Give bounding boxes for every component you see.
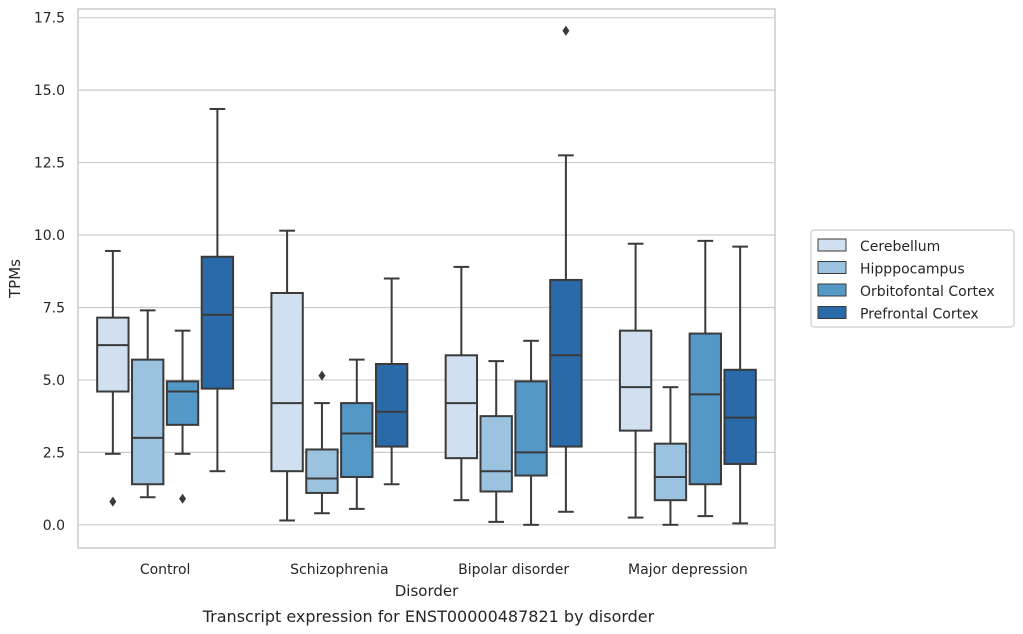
x-tick-label: Schizophrenia bbox=[290, 562, 388, 578]
box-hipppocampus bbox=[131, 309, 165, 499]
legend-swatch bbox=[817, 261, 847, 274]
box-orbitofontal-cortex bbox=[165, 329, 200, 504]
box-body bbox=[653, 442, 688, 502]
x-tick-label: Control bbox=[140, 562, 191, 578]
x-tick-label: Bipolar disorder bbox=[458, 562, 569, 578]
legend-frame bbox=[810, 229, 1015, 328]
y-tick-label: 10.0 bbox=[34, 228, 65, 244]
box-body bbox=[200, 255, 235, 390]
box-cerebellum bbox=[96, 249, 130, 507]
outlier-point bbox=[562, 25, 570, 36]
outlier-point bbox=[109, 496, 117, 507]
outlier-point bbox=[179, 493, 187, 504]
box-body bbox=[514, 380, 548, 477]
box-orbitofontal-cortex bbox=[340, 358, 374, 510]
box-cerebellum bbox=[444, 265, 479, 502]
legend-label: Hipppocampus bbox=[860, 262, 965, 278]
y-tick-label: 12.5 bbox=[34, 156, 65, 172]
y-tick-label: 17.5 bbox=[34, 11, 65, 27]
box-hipppocampus bbox=[479, 360, 513, 523]
legend-label: Cerebellum bbox=[860, 239, 940, 255]
legend-swatch bbox=[817, 238, 847, 252]
box-body bbox=[270, 291, 304, 473]
grid-lines bbox=[78, 17, 775, 526]
y-tick-label: 7.5 bbox=[43, 300, 65, 316]
box-body bbox=[305, 448, 339, 494]
box-cerebellum bbox=[618, 242, 653, 519]
x-tick-label: Major depression bbox=[628, 562, 748, 578]
legend: Cerebellum Hipppocampus Orbitofontal Corte… bbox=[810, 229, 1015, 328]
y-tick-label: 5.0 bbox=[43, 373, 65, 389]
box-prefrontal-cortex bbox=[549, 25, 583, 513]
box-body bbox=[96, 316, 130, 393]
box-body bbox=[165, 380, 200, 426]
box-orbitofontal-cortex bbox=[688, 239, 722, 518]
box-body bbox=[479, 415, 513, 493]
legend-label: Prefrontal Cortex bbox=[860, 307, 979, 323]
box-prefrontal-cortex bbox=[200, 107, 235, 473]
box-hipppocampus bbox=[305, 370, 339, 515]
outlier-point bbox=[318, 370, 326, 381]
box-prefrontal-cortex bbox=[374, 277, 409, 486]
y-tick-label: 0.0 bbox=[43, 518, 65, 534]
y-tick-label: 2.5 bbox=[43, 445, 65, 461]
legend-swatch bbox=[817, 306, 847, 319]
box-hipppocampus bbox=[653, 386, 688, 526]
x-axis-ticks: Control Schizophrenia Bipolar disorder Majo… bbox=[140, 562, 748, 578]
box-body bbox=[131, 358, 165, 486]
box-cerebellum bbox=[270, 229, 304, 522]
box-body bbox=[340, 402, 374, 479]
plot-frame bbox=[77, 8, 776, 549]
box-orbitofontal-cortex bbox=[514, 339, 548, 526]
box-body bbox=[688, 332, 722, 486]
box-body bbox=[549, 278, 583, 448]
box-body bbox=[618, 329, 653, 432]
box-plot-groups bbox=[96, 25, 757, 526]
legend-swatch bbox=[817, 283, 847, 297]
x-axis-title: Disorder bbox=[395, 582, 459, 600]
box-body bbox=[374, 362, 409, 448]
y-axis-ticks: 0.0 2.5 5.0 7.5 10.0 12.5 15.0 17.5 bbox=[34, 11, 65, 534]
figure-caption: Transcript expression for ENST0000048782… bbox=[202, 607, 655, 626]
legend-label: Orbitofontal Cortex bbox=[860, 284, 995, 300]
box-prefrontal-cortex bbox=[723, 245, 757, 525]
box-body bbox=[444, 354, 479, 460]
y-tick-label: 15.0 bbox=[34, 83, 65, 99]
y-axis-title: TPMs bbox=[6, 259, 24, 299]
